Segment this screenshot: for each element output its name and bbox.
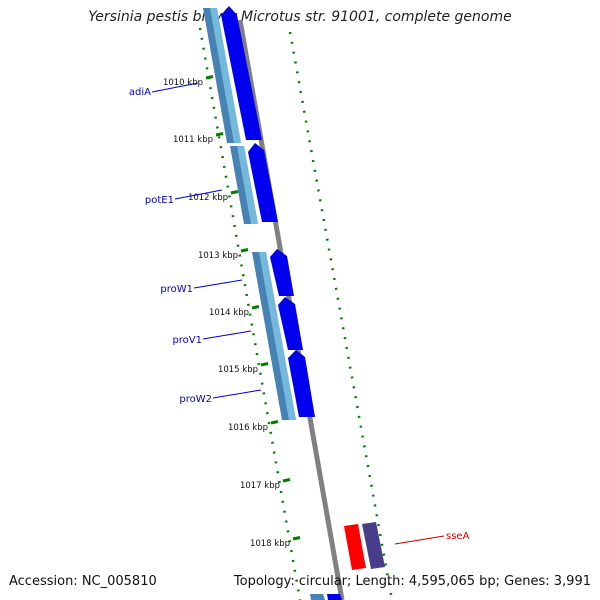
gene-arrow-sseA [344,524,366,570]
gene-arrow-adiA [221,6,262,140]
tick-mark [292,536,301,541]
gene-leader-line [394,535,445,545]
gene-neighbor [362,522,385,569]
gene-label-proV1: proV1 [172,335,202,346]
track-segment [210,8,241,143]
tick-mark [260,362,269,367]
tick-mark [282,478,291,483]
tick-label: 1017 kbp [240,481,280,491]
tick-label: 1015 kbp [218,365,258,375]
gene-leader-line [174,189,223,200]
tick-mark [240,248,249,253]
gene-leader-line [202,330,252,340]
genome-summary: Topology: circular; Length: 4,595,065 bp… [233,574,591,589]
tick-mark [270,420,279,425]
gene-labels: adiA potE1 proW1 proV1 proW2 sseA [129,82,470,545]
gene-arrow-proV1 [278,297,303,350]
tick-mark [205,75,214,80]
tick-label: 1010 kbp [163,78,203,88]
gene-arrow-proW1 [270,249,294,296]
tick-label: 1014 kbp [209,308,249,318]
tick-label: 1011 kbp [173,135,213,145]
tick-mark [251,305,260,310]
gene-arrow-bottom [327,594,342,600]
rna-track [203,8,325,600]
gene-label-proW1: proW1 [160,284,193,295]
track-segment [310,594,325,600]
tick-label: 1016 kbp [228,423,268,433]
track-segment [237,146,258,224]
gene-leader-line [151,82,199,93]
gene-arrow-potE1 [248,143,278,222]
tick-label: 1013 kbp [198,251,238,261]
gene-label-potE1: potE1 [145,195,174,206]
tick-label: 1018 kbp [250,539,290,549]
gene-arrow-proW2 [288,350,315,417]
tick-mark [230,190,239,195]
accession-label: Accession: NC_005810 [9,574,157,589]
tick-label: 1012 kbp [188,193,228,203]
tick-mark [215,132,224,137]
map-title: Yersinia pestis biovar Microtus str. 910… [88,9,512,25]
reverse-genes [344,522,385,570]
track-segment [259,252,296,420]
forward-genes [221,6,342,600]
gc-track-right [288,31,394,600]
gene-leader-line [193,279,243,289]
gene-leader-line [212,389,262,399]
gene-label-sseA: sseA [446,531,470,542]
gene-label-proW2: proW2 [179,394,212,405]
kbp-ticks: 1010 kbp 1011 kbp 1012 kbp 1013 kbp 1014 kbp… [163,75,301,549]
gene-label-adiA: adiA [129,87,151,98]
gc-track-left [198,27,302,600]
